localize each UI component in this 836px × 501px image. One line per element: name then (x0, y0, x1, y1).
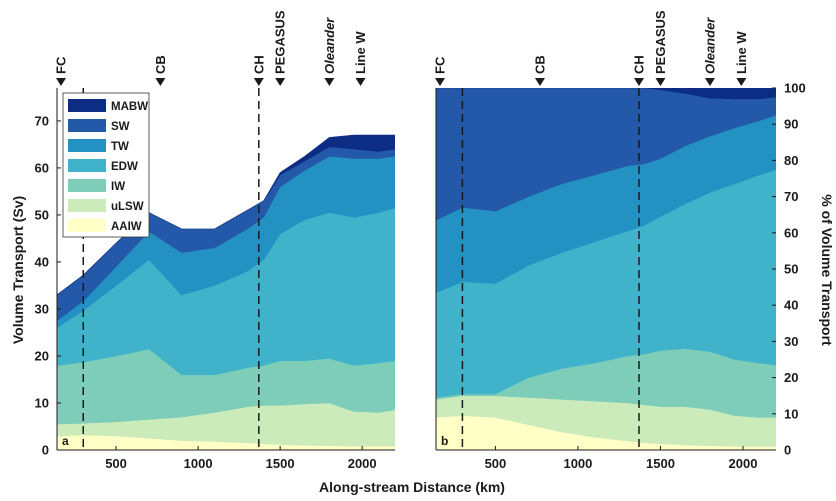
x-tick-label-b-1500: 1500 (646, 456, 675, 471)
station-marker-fc-a (56, 78, 66, 86)
legend-swatch-iw (68, 179, 106, 192)
x-tick-label-b-2000: 2000 (729, 456, 758, 471)
y-tick-label-a-0: 0 (42, 443, 49, 458)
legend-swatch-aaiw (68, 219, 106, 232)
legend-label-aaiw: AAIW (111, 221, 142, 233)
station-label-fc-b: FC (433, 56, 448, 74)
station-marker-fc-b (435, 78, 445, 86)
x-tick-label-a-500: 500 (105, 456, 127, 471)
y-tick-label-a-50: 50 (35, 207, 49, 222)
x-axis-label: Along-stream Distance (km) (319, 479, 505, 495)
y-tick-label-a-10: 10 (35, 395, 49, 410)
station-label-line-w-b: Line W (734, 31, 749, 74)
legend-swatch-mabw (68, 99, 106, 112)
station-label-cb-a: CB (153, 55, 168, 74)
station-marker-line-w-a (355, 78, 366, 86)
x-tick-label-a-1000: 1000 (184, 456, 213, 471)
panel-label-b: b (441, 434, 448, 448)
station-label-pegasus-b: PEGASUS (653, 10, 668, 74)
area-mabw-b (436, 88, 776, 100)
station-marker-line-w-b (736, 78, 747, 86)
x-tick-label-a-2000: 2000 (348, 456, 377, 471)
station-label-cb-b: CB (532, 55, 547, 74)
y-tick-label-b-40: 40 (784, 298, 798, 313)
legend: MABW SW TW EDW IW uLSW AAIW (62, 92, 150, 238)
y-tick-label-b-0: 0 (784, 443, 791, 458)
x-tick-label-b-500: 500 (485, 456, 507, 471)
y-tick-label-b-60: 60 (784, 225, 798, 240)
y-tick-label-b-70: 70 (784, 189, 798, 204)
y-tick-label-a-60: 60 (35, 160, 49, 175)
legend-label-mabw: MABW (111, 101, 148, 113)
legend-label-sw: SW (111, 121, 130, 133)
station-marker-oleander-b (704, 78, 715, 86)
legend-swatch-edw (68, 159, 106, 172)
station-label-oleander-b: Oleander (702, 17, 717, 74)
legend-label-ulsw: uLSW (111, 201, 144, 213)
x-tick-label-a-1500: 1500 (266, 456, 295, 471)
station-label-ch-b: CH (632, 55, 647, 74)
area-layers-a (57, 134, 395, 450)
y-tick-label-b-80: 80 (784, 153, 798, 168)
y-tick-label-b-10: 10 (784, 406, 798, 421)
panel-label-a: a (62, 434, 69, 448)
station-marker-ch-b (634, 78, 645, 86)
y-tick-label-b-100: 100 (784, 81, 806, 96)
area-sw-b (436, 88, 776, 221)
legend-swatch-sw (68, 119, 106, 132)
station-marker-pegasus-a (275, 78, 286, 86)
panel-a: 500 1000 1500 2000 0 10 20 30 40 50 60 70 a FC CB CH PEG… (35, 10, 395, 471)
station-marker-pegasus-b (655, 78, 666, 86)
y-tick-label-a-70: 70 (35, 113, 49, 128)
y-tick-label-b-90: 90 (784, 117, 798, 132)
area-mabw-a (57, 134, 395, 296)
legend-label-edw: EDW (111, 161, 138, 173)
legend-label-iw: IW (111, 181, 125, 193)
station-label-pegasus-a: PEGASUS (273, 10, 288, 74)
legend-swatch-tw (68, 139, 106, 152)
station-marker-ch-a (253, 78, 264, 86)
y-tick-label-a-30: 30 (35, 301, 49, 316)
legend-label-tw: TW (111, 141, 129, 153)
y-tick-label-b-50: 50 (784, 262, 798, 277)
y-tick-label-a-40: 40 (35, 254, 49, 269)
y-tick-label-a-20: 20 (35, 348, 49, 363)
station-label-fc-a: FC (54, 56, 69, 74)
y-axis-label-left: Volume Transport (Sv) (10, 196, 26, 344)
station-marker-oleander-a (324, 78, 335, 86)
station-marker-cb-b (534, 78, 545, 86)
x-tick-label-b-1000: 1000 (563, 456, 592, 471)
legend-swatch-ulsw (68, 199, 106, 212)
station-label-oleander-a: Oleander (322, 17, 337, 74)
y-tick-label-b-20: 20 (784, 370, 798, 385)
station-label-line-w-a: Line W (353, 31, 368, 74)
panel-b: 500 1000 1500 2000 0 10 20 30 40 50 60 70 80 90 100 b FC… (433, 10, 806, 471)
station-marker-cb-a (155, 78, 166, 86)
y-tick-label-b-30: 30 (784, 334, 798, 349)
area-layers-b (436, 88, 776, 450)
station-label-ch-a: CH (251, 55, 266, 74)
y-axis-label-right: % of Volume Transport (819, 194, 835, 346)
